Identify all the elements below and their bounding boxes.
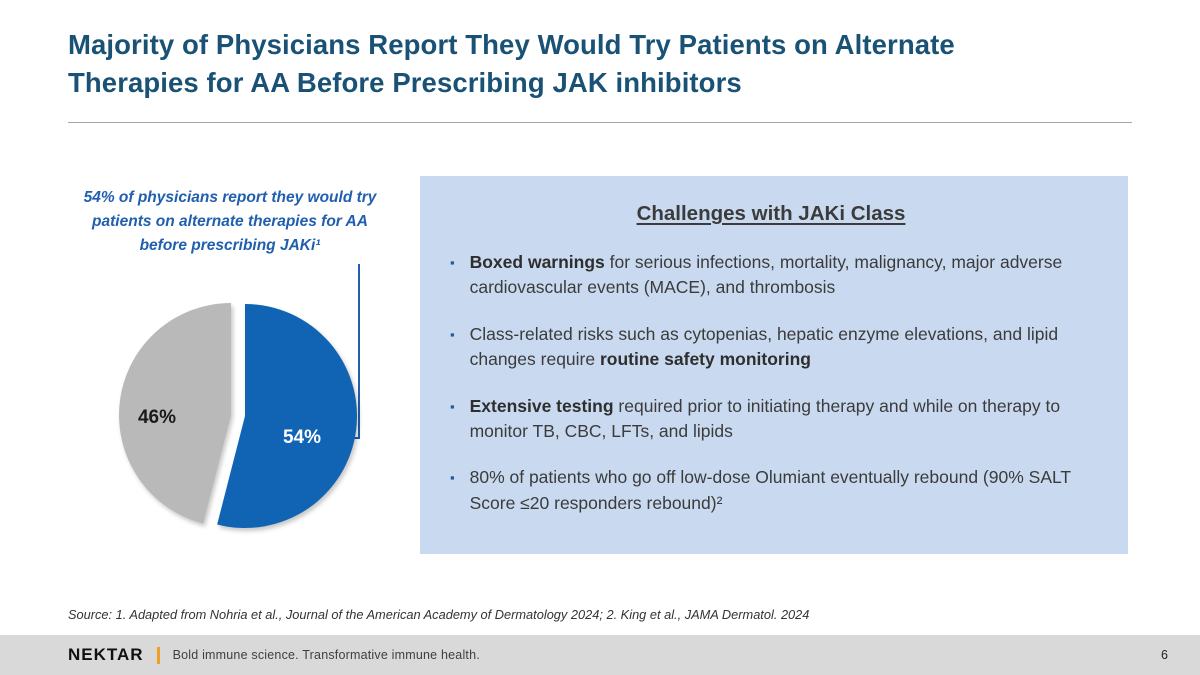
bullet-text: Extensive testing required prior to init… — [469, 395, 1061, 441]
challenges-heading: Challenges with JAKi Class — [636, 202, 906, 225]
bullet-text: 80% of patients who go off low-dose Olum… — [469, 467, 1071, 513]
title-divider — [68, 122, 1132, 123]
pie-slice-46 — [119, 303, 231, 524]
bullet-item-boxed-warnings: ▪ Boxed warnings for serious infections,… — [448, 250, 1094, 301]
pie-label-46: 46% — [138, 407, 176, 428]
slide-title: Majority of Physicians Report They Would… — [68, 29, 955, 98]
footer-bar: NEKTAR Bold immune science. Transformati… — [0, 635, 1200, 675]
challenges-panel: Challenges with JAKi Class ▪ Boxed warni… — [420, 176, 1128, 554]
footer-divider — [156, 646, 160, 664]
source-note: Source: 1. Adapted from Nohria et al., J… — [68, 607, 810, 622]
pie-label-54: 54% — [283, 427, 321, 448]
bullet-item-extensive-testing: ▪ Extensive testing required prior to in… — [448, 394, 1094, 445]
page-number: 6 — [1161, 648, 1168, 662]
bullet-item-rebound: ▪ 80% of patients who go off low-dose Ol… — [448, 465, 1094, 516]
bullet-square-icon: ▪ — [450, 326, 455, 342]
footer-tagline: Bold immune science. Transformative immu… — [172, 648, 480, 662]
bullet-square-icon: ▪ — [450, 398, 455, 414]
nektar-logo: NEKTAR — [68, 645, 144, 664]
pie-slice-54 — [217, 304, 358, 528]
bullet-square-icon: ▪ — [450, 255, 455, 270]
bullet-square-icon: ▪ — [450, 470, 455, 486]
bullet-item-class-risks: ▪ Class-related risks such as cytopenias… — [448, 322, 1094, 373]
challenges-bullet-list: ▪ Boxed warnings for serious infections,… — [448, 250, 1094, 516]
bullet-text: Boxed warnings for serious infections, m… — [469, 252, 1063, 298]
bullet-text: Class-related risks such as cytopenias, … — [469, 323, 1059, 370]
pie-chart: 46% 54% — [119, 303, 358, 528]
pie-caption: 54% of physicians report they would try … — [83, 189, 377, 255]
